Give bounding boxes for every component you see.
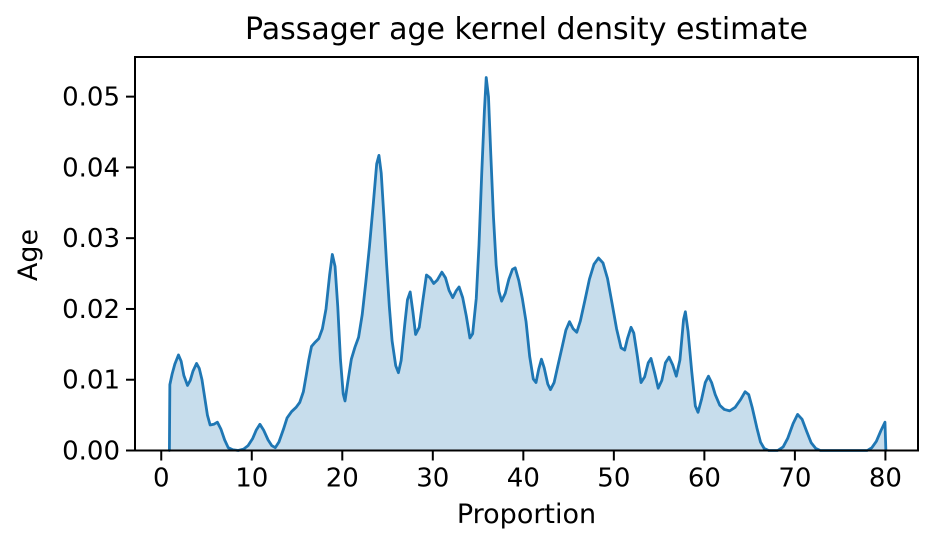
y-tick-label: 0.02: [62, 295, 120, 325]
plot-frame: [134, 56, 919, 452]
x-tick-label: 50: [597, 464, 630, 494]
x-tick-label: 10: [235, 464, 268, 494]
x-tick-label: 80: [869, 464, 902, 494]
y-tick-label: 0.04: [62, 153, 120, 183]
y-tick-label: 0.00: [62, 437, 120, 467]
kde-line: [168, 76, 888, 452]
y-tick-label: 0.01: [62, 366, 120, 396]
x-tick-label: 60: [688, 464, 721, 494]
x-tick-label: 20: [326, 464, 359, 494]
chart-title: Passager age kernel density estimate: [244, 12, 808, 47]
x-tick-label: 0: [153, 464, 170, 494]
x-axis-label: Proportion: [456, 499, 597, 530]
x-tick-label: 30: [416, 464, 449, 494]
y-tick-label: 0.05: [62, 83, 120, 113]
kde-area-fill: [169, 77, 886, 451]
y-tick-label: 0.03: [62, 224, 120, 254]
x-tick-label: 70: [778, 464, 811, 494]
x-tick-label: 40: [507, 464, 540, 494]
